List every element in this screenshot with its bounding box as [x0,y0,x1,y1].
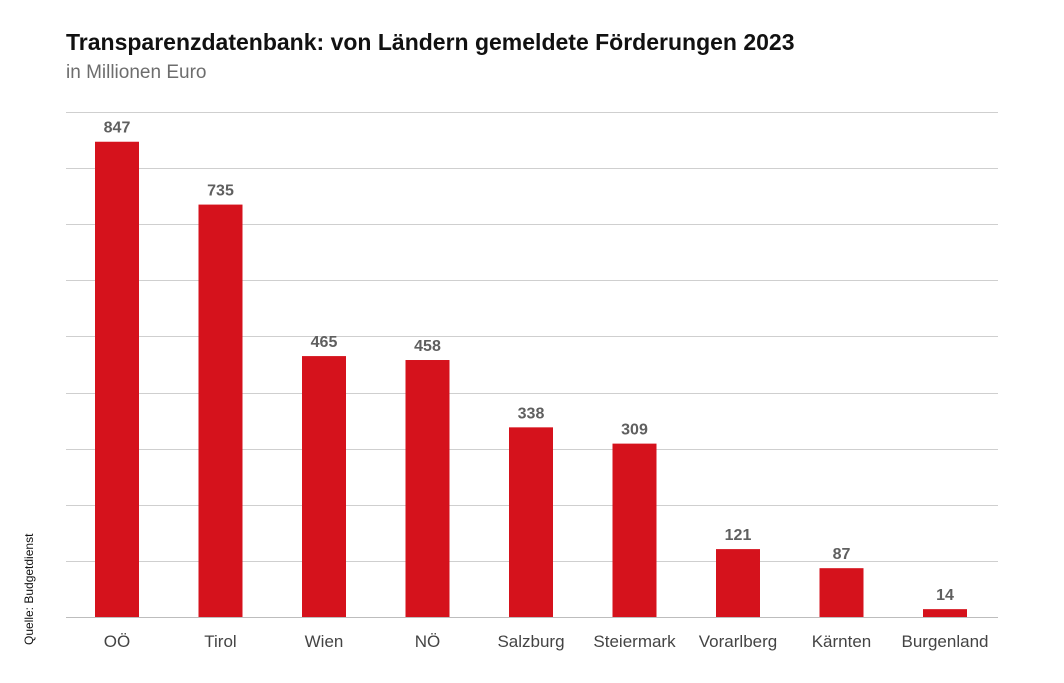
bars [95,141,967,618]
bar [612,443,657,617]
bar [819,568,864,617]
category-label: Wien [305,632,344,651]
bar [198,204,243,618]
bar [302,356,346,617]
category-label: Salzburg [497,632,564,651]
value-label: 309 [621,422,648,439]
value-label: 338 [518,405,545,422]
source-note: Quelle: Budgetdienst [22,533,36,645]
category-labels: OÖ Tirol Wien NÖ Salzburg Steiermark Vorarlber… [104,632,989,651]
bar [95,141,139,617]
category-label: Kärnten [812,632,872,651]
value-label: 458 [414,338,441,355]
value-label: 847 [104,120,131,137]
bar [716,549,760,617]
chart-subtitle: in Millionen Euro [66,62,207,83]
value-label: 121 [725,527,752,544]
category-label: Steiermark [593,632,676,651]
value-label: 735 [207,183,234,200]
category-label: OÖ [104,632,130,651]
category-label: Burgenland [902,632,989,651]
value-labels: 847 735 465 458 338 309 121 87 14 [104,120,954,604]
category-label: Tirol [204,632,236,651]
bar [923,609,967,617]
bar [405,360,450,617]
category-label: NÖ [415,632,441,651]
value-label: 14 [936,587,954,604]
bar [509,427,553,617]
value-label: 87 [833,546,851,563]
chart-title: Transparenzdatenbank: von Ländern gemeld… [66,29,795,55]
value-label: 465 [311,334,338,351]
category-label: Vorarlberg [699,632,777,651]
